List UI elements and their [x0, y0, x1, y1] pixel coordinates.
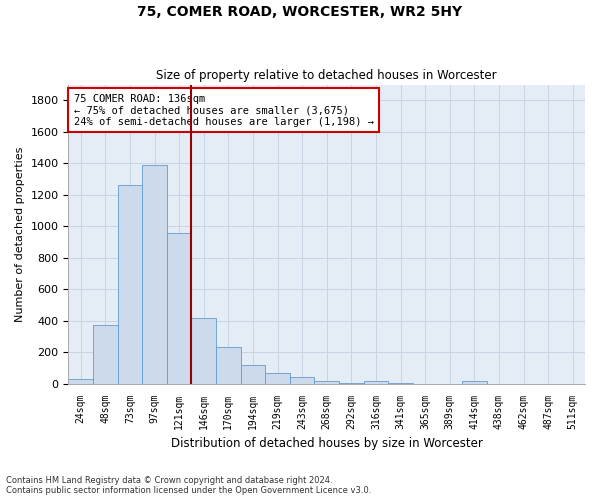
Bar: [142, 165, 167, 384]
Bar: [339, 383, 364, 384]
Bar: [314, 380, 339, 384]
Title: Size of property relative to detached houses in Worcester: Size of property relative to detached ho…: [157, 69, 497, 82]
X-axis label: Distribution of detached houses by size in Worcester: Distribution of detached houses by size …: [171, 437, 482, 450]
Text: 75, COMER ROAD, WORCESTER, WR2 5HY: 75, COMER ROAD, WORCESTER, WR2 5HY: [137, 5, 463, 19]
Bar: [265, 372, 290, 384]
Bar: [241, 365, 265, 384]
Bar: [462, 382, 487, 384]
Y-axis label: Number of detached properties: Number of detached properties: [15, 146, 25, 322]
Text: 75 COMER ROAD: 136sqm
← 75% of detached houses are smaller (3,675)
24% of semi-d: 75 COMER ROAD: 136sqm ← 75% of detached …: [74, 94, 374, 126]
Text: Contains HM Land Registry data © Crown copyright and database right 2024.
Contai: Contains HM Land Registry data © Crown c…: [6, 476, 371, 495]
Bar: [167, 232, 191, 384]
Bar: [118, 186, 142, 384]
Bar: [191, 318, 216, 384]
Bar: [216, 348, 241, 384]
Bar: [68, 379, 93, 384]
Bar: [93, 324, 118, 384]
Bar: [290, 378, 314, 384]
Bar: [364, 382, 388, 384]
